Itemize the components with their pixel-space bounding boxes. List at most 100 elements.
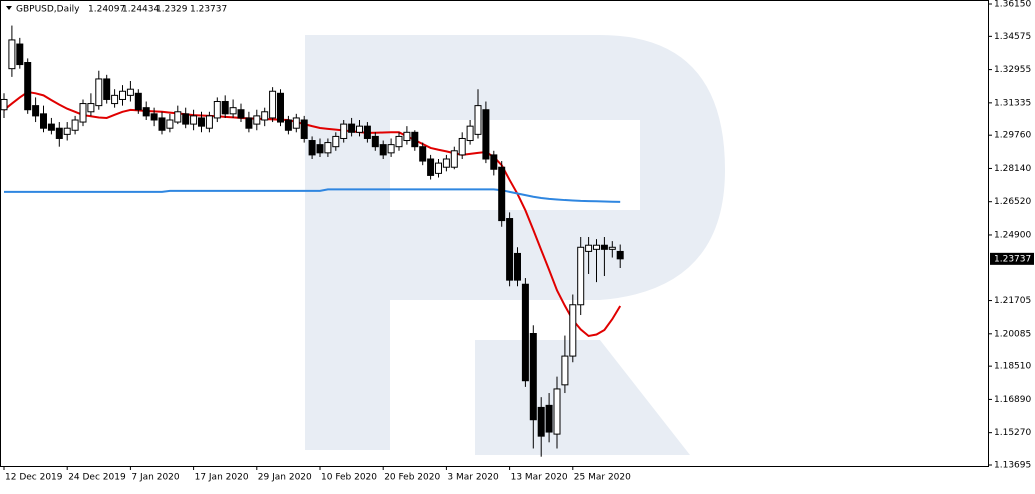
y-tick-label: 1.31335 (994, 98, 1031, 108)
candle-body (427, 158, 435, 176)
candle-body (514, 252, 521, 281)
candle-body (324, 142, 332, 154)
x-tick-label: 12 Dec 2019 (5, 473, 63, 483)
plot-frame (0, 0, 989, 467)
candle-body (16, 43, 24, 66)
candle-body (356, 125, 363, 133)
candle-body (245, 117, 253, 129)
candle-body (403, 131, 411, 142)
x-tick-label: 17 Jan 2020 (195, 473, 249, 483)
y-tick-label: 1.34575 (994, 32, 1031, 42)
candle-body (158, 117, 166, 131)
candle-body (506, 218, 514, 281)
candle-body (577, 246, 585, 306)
candle-body (182, 113, 190, 125)
menu-arrow (6, 6, 12, 10)
candle-body (379, 144, 387, 156)
candle-body (8, 39, 16, 70)
candle-body (174, 111, 182, 123)
candle-body (221, 101, 229, 115)
plot (0, 25, 624, 457)
y-tick-label: 1.36150 (994, 0, 1031, 10)
candle-body (213, 101, 221, 119)
candle-body (103, 78, 111, 100)
candle-body (608, 246, 616, 250)
header-close: 1.23737 (190, 5, 227, 15)
candle-body (450, 150, 458, 168)
y-tick-label: 1.13695 (994, 461, 1031, 471)
chart-title: GBPUSD,Daily (16, 5, 80, 15)
candle-body (593, 244, 600, 250)
candle-body (553, 388, 561, 435)
y-tick-label: 1.32955 (994, 65, 1031, 75)
candle-body (332, 135, 340, 148)
candle-body (561, 355, 569, 386)
candle-body (569, 304, 577, 357)
x-tick-label: 25 Mar 2020 (574, 473, 631, 483)
x-tick-label: 29 Jan 2020 (258, 473, 312, 483)
x-tick-label: 13 Mar 2020 (511, 473, 568, 483)
header-open: 1.24097 (88, 5, 125, 15)
candle-body (545, 404, 553, 433)
candle-body (521, 283, 529, 382)
candle-body (616, 250, 624, 260)
candle-body (435, 162, 442, 174)
y-tick-label: 1.15270 (994, 428, 1031, 438)
candle-body (387, 144, 395, 154)
candle-body (269, 90, 277, 119)
candle-body (284, 119, 292, 131)
x-tick-label: 7 Jan 2020 (131, 473, 179, 483)
candle-body (229, 107, 237, 115)
candle-body (419, 146, 427, 162)
candle-body (442, 158, 450, 168)
candle-body (237, 109, 245, 119)
candle-body (363, 125, 371, 139)
y-tick-label: 1.29760 (994, 131, 1031, 141)
candle-body (498, 166, 506, 222)
watermark-shape (475, 340, 690, 455)
watermark-shape (305, 35, 725, 450)
candle-body (466, 125, 474, 142)
candle-body (198, 117, 205, 127)
candle-body (261, 111, 269, 121)
candle-body (166, 119, 174, 129)
candle-body (24, 62, 32, 111)
candle-body (111, 94, 119, 105)
candle-body (32, 105, 40, 117)
candle-body (600, 244, 608, 250)
y-tick-label: 1.26520 (994, 197, 1031, 207)
candle-body (55, 127, 63, 139)
candle-body (63, 127, 71, 135)
candle-body (71, 119, 79, 131)
candle-body (79, 103, 87, 123)
candle-body (205, 115, 213, 129)
candle-body (482, 109, 490, 160)
x-tick-label: 3 Mar 2020 (447, 473, 499, 483)
candle-body (340, 123, 348, 139)
x-tick-label: 20 Feb 2020 (384, 473, 440, 483)
candle-body (316, 144, 324, 154)
y-tick-label: 1.18510 (994, 362, 1031, 372)
candle-body (474, 105, 482, 135)
candle-body (134, 92, 142, 111)
y-tick-label: 1.16890 (994, 395, 1031, 405)
candle-body (529, 333, 537, 421)
y-tick-label: 1.24900 (994, 230, 1031, 240)
watermark (305, 35, 725, 455)
candle-body (119, 90, 126, 100)
y-tick-label: 1.20085 (994, 329, 1031, 339)
candle-body (253, 115, 261, 125)
header-high: 1.24434 (122, 5, 159, 15)
price-box (990, 252, 1034, 265)
candle-body (371, 135, 379, 148)
candle-body (95, 78, 103, 107)
candle-body (585, 244, 593, 252)
candle-body (537, 406, 545, 437)
x-tick-label: 24 Dec 2019 (68, 473, 126, 483)
candle-body (142, 107, 150, 117)
candle-body (126, 88, 134, 96)
candle-body (348, 123, 356, 133)
candle-body (292, 117, 300, 129)
candle-body (490, 154, 498, 170)
